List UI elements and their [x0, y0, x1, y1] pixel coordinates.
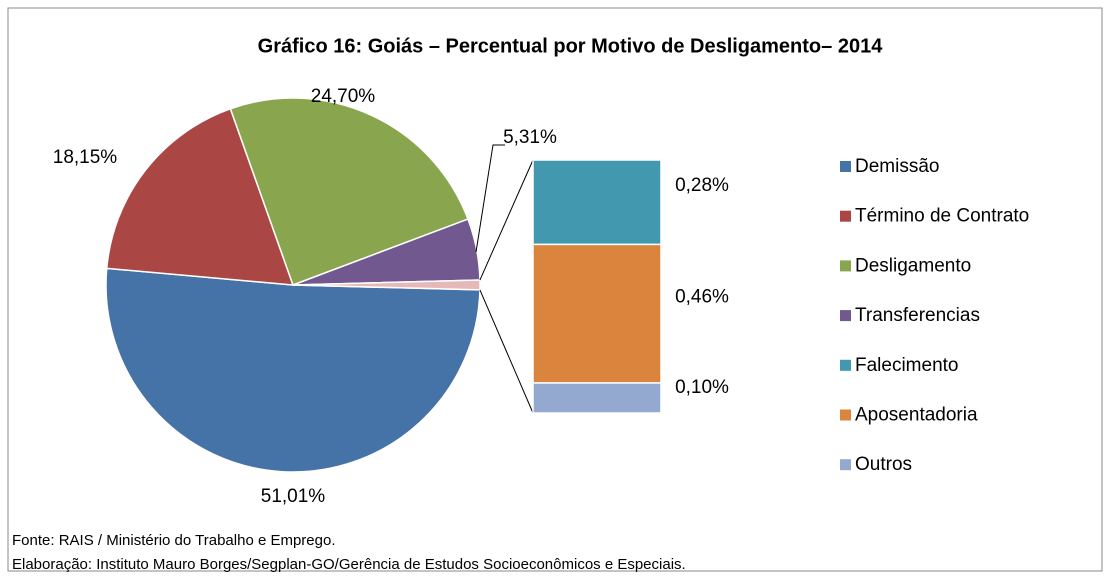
legend-swatch — [840, 161, 851, 172]
legend-label: Transferencias — [855, 305, 980, 326]
bar-segment — [532, 382, 662, 414]
chart-title: Gráfico 16: Goiás – Percentual por Motiv… — [258, 35, 884, 57]
pie-slice — [229, 97, 469, 286]
data-label: 0,28% — [675, 175, 729, 196]
legend-label: Demissão — [855, 156, 939, 177]
leader-line — [475, 144, 505, 253]
data-label: 5,31% — [503, 127, 557, 148]
legend-swatch — [840, 310, 851, 322]
bar-segment — [532, 159, 662, 246]
pie-slice — [105, 107, 295, 286]
combined-slice — [292, 279, 481, 291]
credit-note: Elaboração: Instituto Mauro Borges/Segpl… — [12, 556, 686, 573]
data-label: 51,01% — [261, 486, 326, 507]
legend-label: Desligamento — [855, 255, 971, 276]
data-label: 0,10% — [675, 377, 729, 398]
legend-swatch — [840, 409, 851, 421]
pie-slice — [105, 267, 481, 473]
connector — [479, 159, 534, 281]
data-label: 24,70% — [311, 86, 376, 107]
legend-swatch — [840, 260, 851, 272]
legend-swatch — [840, 210, 851, 222]
legend-label: Outros — [855, 454, 912, 475]
source-note: Fonte: RAIS / Ministério do Trabalho e E… — [12, 532, 336, 549]
data-label: 18,15% — [53, 147, 118, 168]
bar-segment — [532, 243, 662, 384]
legend-swatch — [840, 459, 851, 471]
legend-swatch — [840, 359, 851, 371]
legend-label: Término de Contrato — [855, 206, 1029, 227]
connector — [479, 289, 534, 414]
legend-label: Falecimento — [855, 355, 959, 376]
data-label: 0,46% — [675, 287, 729, 308]
legend-label: Aposentadoria — [855, 405, 978, 426]
